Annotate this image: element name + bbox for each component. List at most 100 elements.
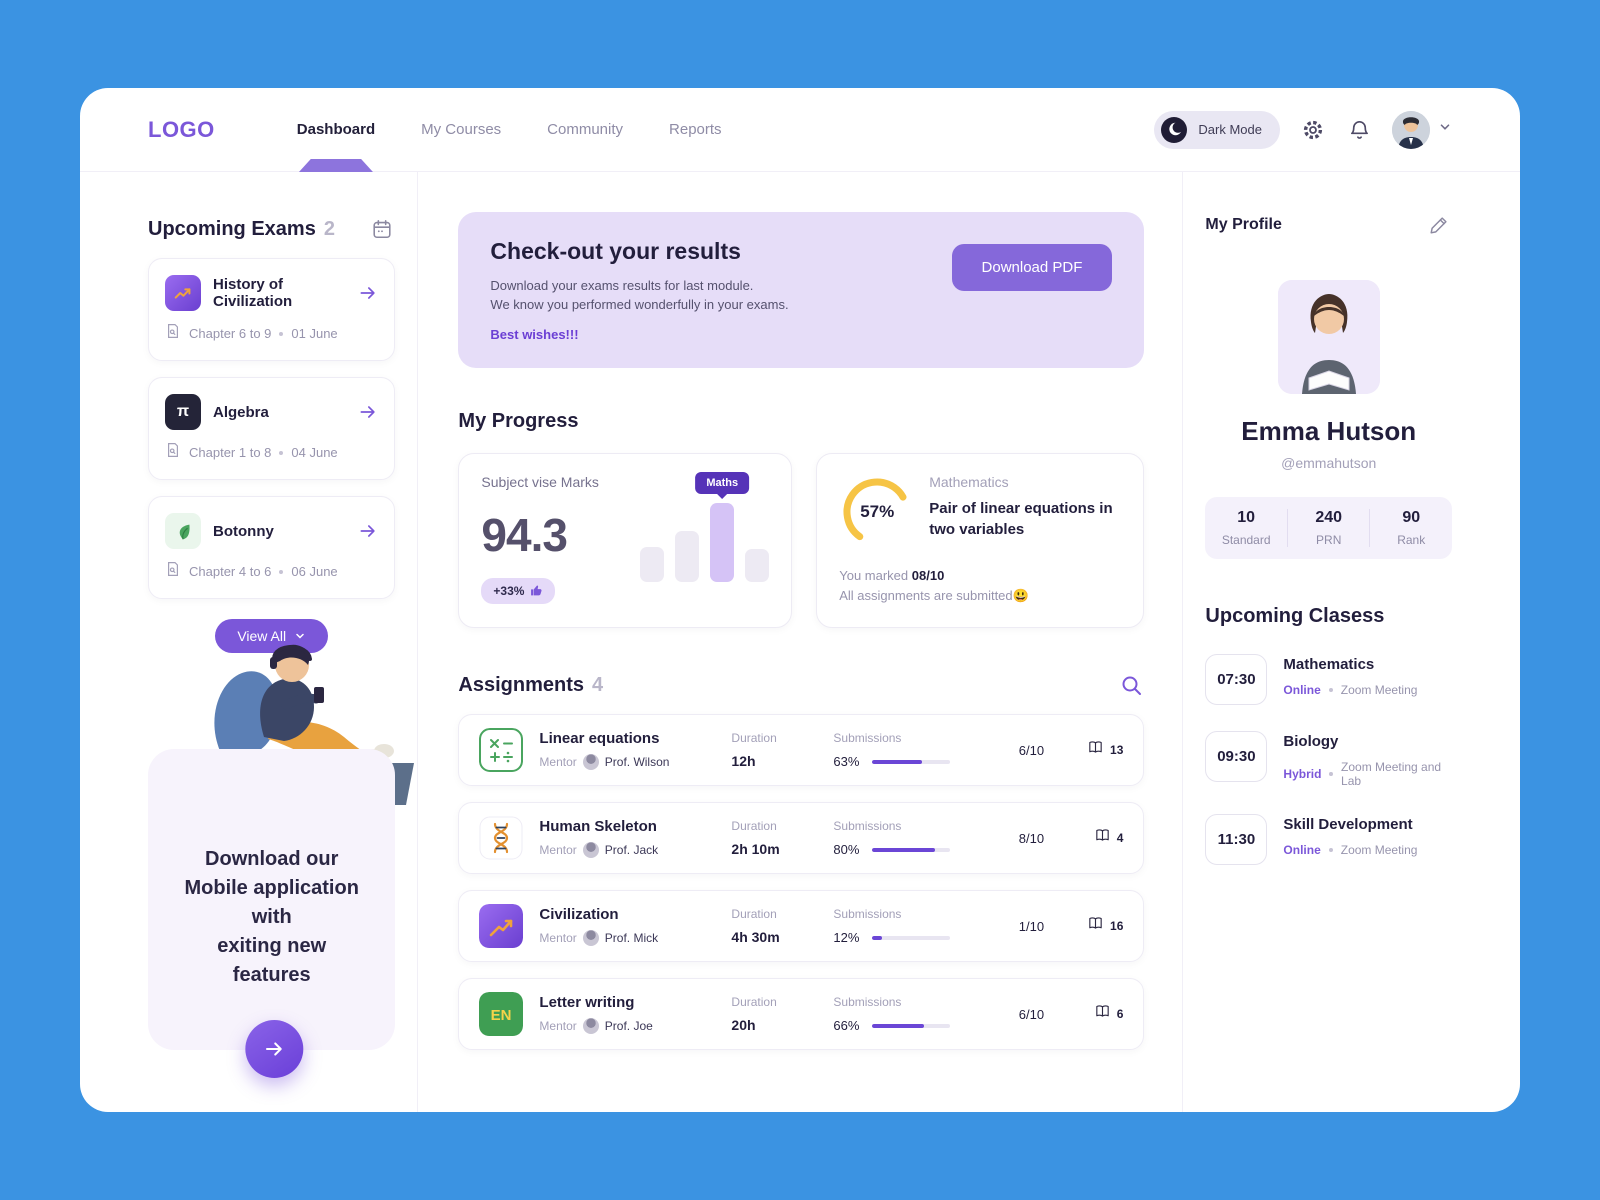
banner-line-1: Download your exams results for last mod…: [490, 278, 754, 293]
nav-item-my-courses[interactable]: My Courses: [421, 121, 502, 138]
class-item-biology[interactable]: 09:30 Biology Hybrid Zoom Meeting and La…: [1205, 731, 1452, 788]
active-tab-indicator: [298, 159, 373, 172]
dna-icon: [479, 816, 523, 860]
subject-course: Mathematics: [929, 473, 1009, 490]
marks-score: 94.3: [481, 508, 568, 561]
mentor-name: Prof. Jack: [604, 843, 659, 858]
mentor-avatar: [582, 1018, 599, 1035]
marks-delta-badge: +33%: [481, 577, 556, 604]
submissions-percent: 80%: [833, 842, 860, 858]
exam-open-arrow-icon[interactable]: [358, 283, 378, 303]
submissions-progress-bar: [872, 1023, 951, 1028]
promo-text: Download our Mobile application with exi…: [184, 848, 359, 986]
app-window: LOGO Dashboard My Courses Community Repo…: [80, 88, 1520, 1112]
progress-donut-chart: 57%: [839, 474, 915, 550]
submitted-note: All assignments are submitted😃: [839, 588, 1029, 604]
promo-arrow-button[interactable]: [245, 1020, 304, 1078]
class-detail: Zoom Meeting: [1340, 843, 1418, 857]
assignment-duration: 20h: [731, 1017, 756, 1034]
algebra-subject-icon: π: [165, 394, 201, 430]
banner-title: Check-out your results: [490, 238, 741, 264]
view-all-button[interactable]: View All: [215, 619, 329, 653]
assignment-score: 1/10: [1018, 918, 1045, 934]
assignment-duration: 12h: [731, 753, 756, 770]
history-subject-icon: [165, 275, 201, 311]
calendar-icon[interactable]: [369, 216, 395, 242]
exam-date: 04 June: [291, 445, 338, 460]
mentor-avatar: [582, 842, 599, 859]
notifications-bell-icon[interactable]: [1346, 117, 1372, 143]
class-item-mathematics[interactable]: 07:30 Mathematics Online Zoom Meeting: [1205, 654, 1452, 705]
exam-card-algebra[interactable]: π Algebra Chapter 1 to 8 04 June: [148, 377, 396, 480]
submissions-progress-bar: [872, 759, 951, 764]
dark-mode-toggle[interactable]: Dark Mode: [1154, 110, 1280, 149]
search-icon[interactable]: [1118, 672, 1144, 698]
assignment-duration: 2h 10m: [731, 841, 780, 858]
assignments-title: Assignments: [458, 673, 584, 696]
lessons-count: 16: [1110, 919, 1124, 934]
exam-card-botonny[interactable]: Botonny Chapter 4 to 6 06 June: [148, 496, 396, 599]
assignment-row-letter-writing[interactable]: EN Letter writing Mentor Prof. Joe Durat…: [458, 978, 1145, 1051]
assignment-score: 6/10: [1018, 1006, 1045, 1022]
chevron-down-icon: [1438, 120, 1452, 139]
class-time: 07:30: [1205, 654, 1268, 705]
lessons-count: 4: [1116, 831, 1124, 846]
exam-open-arrow-icon[interactable]: [358, 402, 378, 422]
botany-leaf-icon: [165, 513, 201, 549]
marked-score: 08/10: [911, 567, 945, 583]
exam-open-arrow-icon[interactable]: [358, 521, 378, 541]
upcoming-exams-title: Upcoming Exams: [148, 217, 316, 240]
edit-pencil-icon[interactable]: [1426, 212, 1452, 238]
moon-icon: [1160, 116, 1188, 144]
exam-date: 06 June: [291, 564, 338, 579]
assignment-row-linear-equations[interactable]: Linear equations Mentor Prof. Wilson Dur…: [458, 714, 1145, 787]
subject-status: You marked 08/10 All assignments are sub…: [839, 567, 1029, 604]
class-time: 11:30: [1205, 814, 1268, 865]
submissions-percent: 12%: [833, 930, 860, 946]
document-icon: [165, 323, 181, 344]
class-time: 09:30: [1205, 731, 1268, 782]
submissions-progress-bar: [872, 847, 951, 852]
content-area: Upcoming Exams 2: [80, 172, 1520, 1112]
top-header: LOGO Dashboard My Courses Community Repo…: [80, 88, 1520, 172]
mathematics-progress-card: 57% Mathematics Pair of linear equations…: [816, 452, 1145, 629]
profile-stats: 10 Standard 240 PRN 90 Rank: [1205, 497, 1452, 559]
mentor-avatar: [582, 754, 599, 771]
donut-percent-label: 57%: [860, 501, 895, 521]
class-detail: Zoom Meeting and Lab: [1341, 760, 1442, 788]
lessons-count: 6: [1116, 1007, 1124, 1022]
upcoming-exams-header: Upcoming Exams 2: [148, 216, 395, 242]
assignment-row-human-skeleton[interactable]: Human Skeleton Mentor Prof. Jack Duratio…: [458, 802, 1145, 875]
nav-item-dashboard[interactable]: Dashboard: [297, 88, 375, 172]
header-actions: Dark Mode: [1154, 110, 1452, 149]
banner-wishes: Best wishes!!!: [490, 326, 579, 342]
class-mode-badge: Hybrid: [1283, 767, 1322, 781]
class-mode-badge: Online: [1283, 843, 1321, 857]
assignment-row-civilization[interactable]: Civilization Mentor Prof. Mick Duration …: [458, 890, 1145, 963]
thumbs-up-icon: [531, 585, 542, 596]
exam-chapter: Chapter 4 to 6: [189, 564, 272, 579]
nav-item-community[interactable]: Community: [547, 121, 624, 138]
calculator-icon: [479, 728, 524, 773]
subject-marks-card: Subject vise Marks 94.3 +33% Maths: [458, 452, 793, 629]
stat-rank: 90 Rank: [1369, 509, 1452, 547]
book-icon: [1094, 1003, 1111, 1025]
svg-text:EN: EN: [491, 1007, 512, 1024]
bar: [745, 548, 770, 582]
nav-item-reports[interactable]: Reports: [669, 121, 722, 138]
exam-chapter: Chapter 6 to 9: [189, 326, 272, 341]
assignment-duration: 4h 30m: [731, 929, 780, 946]
book-icon: [1087, 739, 1104, 761]
document-icon: [165, 561, 181, 582]
class-detail: Zoom Meeting: [1340, 683, 1418, 697]
results-banner: Check-out your results Download your exa…: [458, 212, 1145, 368]
settings-gear-icon[interactable]: [1300, 117, 1326, 143]
download-pdf-button[interactable]: Download PDF: [951, 244, 1113, 291]
class-mode-badge: Online: [1283, 683, 1321, 697]
exam-card-history[interactable]: History of Civilization Chapter 6 to 9 0…: [148, 258, 396, 361]
document-icon: [165, 442, 181, 463]
exam-chapter: Chapter 1 to 8: [189, 445, 272, 460]
profile-menu[interactable]: [1392, 110, 1452, 149]
my-profile-title: My Profile: [1205, 216, 1282, 233]
class-item-skill-development[interactable]: 11:30 Skill Development Online Zoom Meet…: [1205, 814, 1452, 865]
